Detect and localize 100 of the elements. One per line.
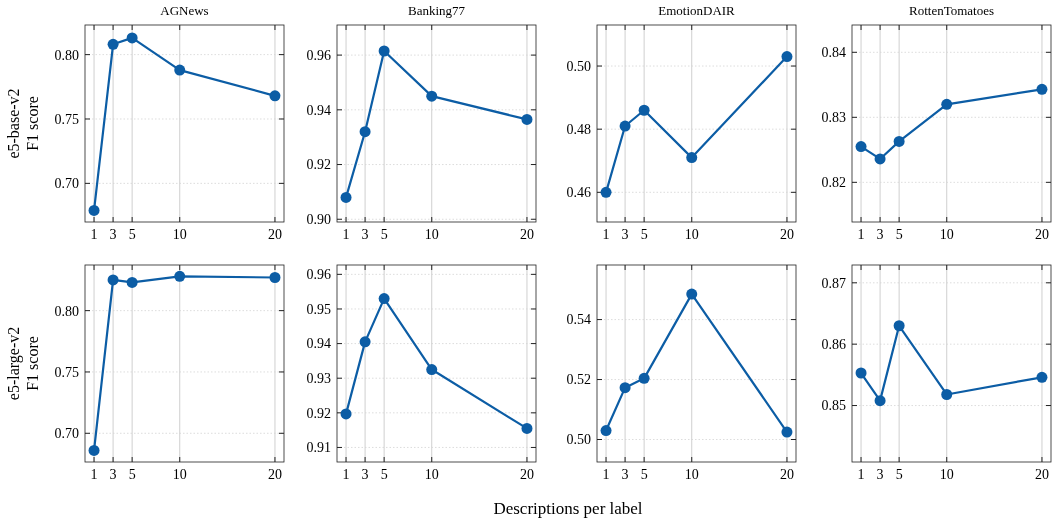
- point: [126, 32, 138, 44]
- point: [340, 191, 352, 203]
- chart-title: Banking77: [407, 3, 466, 18]
- x-tick-label: 1: [602, 227, 610, 242]
- x-tick-label: 5: [895, 467, 903, 482]
- point: [619, 120, 631, 132]
- x-tick-label: 10: [684, 467, 699, 482]
- point: [174, 64, 186, 76]
- point: [174, 270, 186, 282]
- y-tick-label: 0.54: [566, 312, 591, 328]
- point: [686, 288, 698, 300]
- point: [686, 152, 698, 164]
- point: [781, 51, 793, 63]
- x-tick-label: 1: [857, 227, 865, 242]
- x-tick-label: 3: [621, 227, 629, 242]
- x-axis-title: Descriptions per label: [493, 499, 643, 518]
- point: [1036, 371, 1048, 383]
- point: [874, 395, 886, 407]
- x-tick-label: 5: [128, 467, 136, 482]
- x-tick-label: 5: [380, 467, 388, 482]
- point: [378, 293, 390, 305]
- x-tick-label: 20: [1034, 227, 1049, 242]
- x-tick-label: 5: [640, 467, 648, 482]
- point: [269, 272, 281, 284]
- x-tick-label: 10: [424, 227, 439, 242]
- point: [88, 444, 100, 456]
- y-tick-label: 0.92: [306, 405, 331, 421]
- y-tick-label: 0.85: [821, 398, 846, 414]
- point: [521, 422, 533, 434]
- chart-title: EmotionDAIR: [658, 3, 736, 18]
- x-tick-label: 3: [361, 227, 369, 242]
- y-tick-label: 0.91: [306, 440, 331, 456]
- x-tick-label: 1: [342, 227, 350, 242]
- y-tick-label: 0.70: [54, 176, 79, 192]
- x-tick-label: 20: [779, 227, 794, 242]
- y-tick-label: 0.52: [566, 372, 591, 388]
- y-tick-label: 0.82: [821, 175, 846, 191]
- y-tick-label: 0.75: [54, 364, 79, 380]
- x-tick-label: 20: [519, 467, 534, 482]
- y-tick-label: 0.93: [306, 371, 331, 387]
- y-axis-title: e5-large-v2 F1 score: [5, 326, 42, 401]
- point: [126, 276, 138, 288]
- y-tick-label: 0.83: [821, 110, 846, 126]
- point: [340, 408, 352, 420]
- y-tick-label: 0.70: [54, 426, 79, 442]
- point: [359, 336, 371, 348]
- y-tick-label: 0.50: [566, 432, 591, 448]
- point: [378, 45, 390, 57]
- x-tick-label: 10: [424, 467, 439, 482]
- y-tick-label: 0.87: [821, 275, 846, 291]
- point: [874, 153, 886, 165]
- point: [426, 364, 438, 376]
- y-tick-label: 0.92: [306, 157, 331, 173]
- x-tick-label: 5: [895, 227, 903, 242]
- x-tick-label: 3: [361, 467, 369, 482]
- y-tick-label: 0.95: [306, 301, 331, 317]
- point: [107, 38, 119, 50]
- y-tick-label: 0.80: [54, 47, 79, 63]
- y-tick-label: 0.48: [566, 122, 591, 138]
- x-tick-label: 20: [519, 227, 534, 242]
- point: [638, 104, 650, 116]
- point: [521, 113, 533, 125]
- x-tick-label: 1: [857, 467, 865, 482]
- x-tick-label: 20: [267, 467, 282, 482]
- chart-title: AGNews: [160, 3, 209, 18]
- x-tick-label: 3: [621, 467, 629, 482]
- x-tick-label: 1: [90, 467, 98, 482]
- point: [1036, 83, 1048, 95]
- point: [88, 204, 100, 216]
- x-tick-label: 3: [109, 467, 117, 482]
- point: [638, 372, 650, 384]
- y-tick-label: 0.84: [821, 45, 846, 61]
- point: [619, 382, 631, 394]
- x-tick-label: 5: [640, 227, 648, 242]
- y-tick-label: 0.94: [306, 336, 331, 352]
- x-tick-label: 1: [90, 227, 98, 242]
- point: [600, 186, 612, 198]
- x-tick-label: 20: [779, 467, 794, 482]
- y-tick-label: 0.50: [566, 58, 591, 74]
- point: [426, 90, 438, 102]
- y-tick-label: 0.46: [566, 185, 591, 201]
- x-tick-label: 10: [939, 467, 954, 482]
- point: [941, 98, 953, 110]
- point: [893, 320, 905, 332]
- y-axis-title: e5-base-v2 F1 score: [5, 88, 42, 159]
- x-tick-label: 10: [684, 227, 699, 242]
- x-tick-label: 20: [267, 227, 282, 242]
- point: [855, 141, 867, 153]
- point: [941, 388, 953, 400]
- x-tick-label: 10: [172, 227, 187, 242]
- y-tick-label: 0.80: [54, 303, 79, 319]
- y-tick-label: 0.96: [306, 48, 331, 63]
- x-tick-label: 5: [380, 227, 388, 242]
- point: [781, 426, 793, 438]
- point: [893, 135, 905, 147]
- y-tick-label: 0.86: [821, 337, 846, 353]
- x-tick-label: 3: [876, 467, 884, 482]
- point: [600, 425, 612, 437]
- x-tick-label: 3: [876, 227, 884, 242]
- x-tick-label: 1: [342, 467, 350, 482]
